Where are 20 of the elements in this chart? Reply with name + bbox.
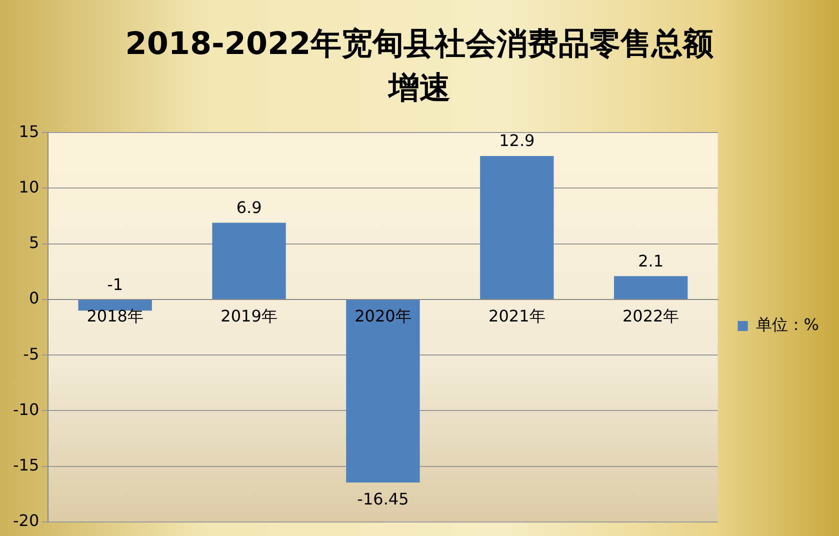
data-label: -16.45 — [357, 490, 409, 509]
x-tick-label: 2022年 — [622, 306, 680, 326]
x-tick-label: 2019年 — [220, 306, 278, 326]
y-tick-label: 0 — [28, 288, 40, 308]
data-label: 6.9 — [236, 198, 262, 217]
y-tick-label: 15 — [18, 122, 40, 141]
y-tick-label: 10 — [18, 177, 40, 196]
y-tick-label: -5 — [23, 344, 40, 364]
x-tick-label: 2018年 — [86, 306, 144, 326]
x-tick-label: 2021年 — [488, 306, 546, 326]
data-label: 12.9 — [499, 131, 535, 150]
y-tick-label: 5 — [28, 233, 40, 252]
y-tick-label: -15 — [12, 456, 40, 475]
legend-label: 单位：% — [756, 315, 819, 334]
data-label: 2.1 — [638, 251, 664, 270]
data-label: -1 — [107, 275, 124, 294]
y-tick-label: -20 — [12, 511, 40, 530]
chart-title: 2018-2022年宽甸县社会消费品零售总额增速 — [124, 25, 715, 108]
y-tick-label: -10 — [12, 400, 40, 419]
x-tick-label: 2020年 — [354, 306, 412, 326]
